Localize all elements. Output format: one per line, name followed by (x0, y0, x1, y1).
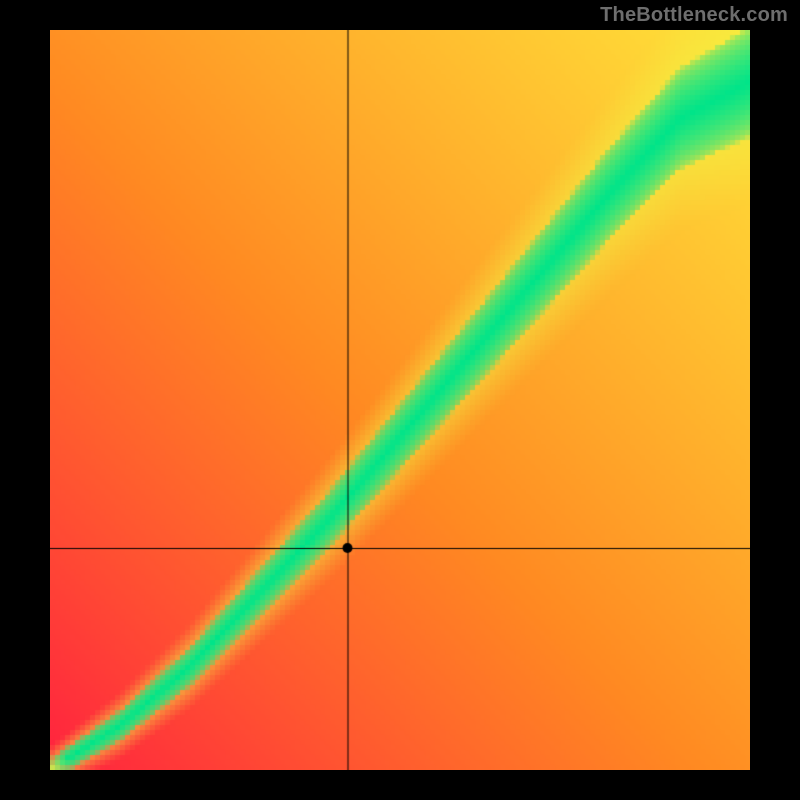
root: TheBottleneck.com (0, 0, 800, 800)
heatmap-plot (50, 30, 750, 770)
watermark-text: TheBottleneck.com (600, 4, 788, 27)
heatmap-canvas (50, 30, 750, 770)
